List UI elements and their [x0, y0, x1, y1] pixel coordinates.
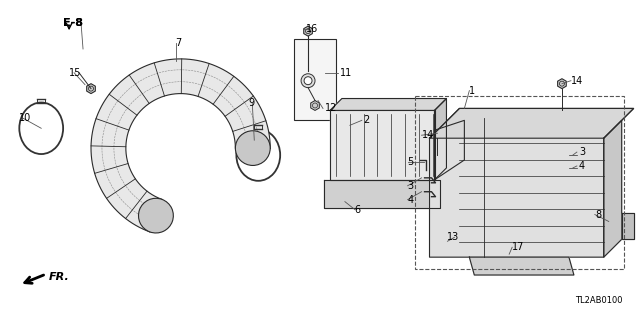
- Polygon shape: [91, 59, 270, 232]
- Text: FR.: FR.: [49, 272, 70, 282]
- Text: 14: 14: [422, 130, 434, 140]
- Text: 10: 10: [19, 113, 31, 124]
- Text: 15: 15: [69, 68, 81, 78]
- Bar: [415, 96, 623, 269]
- Polygon shape: [86, 84, 95, 93]
- Text: 7: 7: [175, 38, 182, 48]
- Text: 9: 9: [248, 99, 255, 108]
- Text: E-8: E-8: [63, 18, 83, 28]
- Ellipse shape: [236, 131, 270, 165]
- Text: 13: 13: [447, 232, 460, 242]
- Text: 12: 12: [325, 103, 337, 114]
- Text: 2: 2: [363, 115, 369, 125]
- Text: 17: 17: [512, 242, 525, 252]
- Polygon shape: [330, 110, 435, 180]
- Polygon shape: [304, 26, 312, 36]
- Text: 4: 4: [408, 195, 413, 205]
- Circle shape: [304, 77, 312, 85]
- Bar: [294, 39, 336, 120]
- Ellipse shape: [138, 198, 173, 233]
- Text: 11: 11: [340, 68, 352, 78]
- Text: 1: 1: [469, 86, 476, 96]
- Polygon shape: [324, 180, 440, 208]
- Polygon shape: [621, 212, 634, 239]
- Circle shape: [444, 238, 451, 244]
- Polygon shape: [433, 128, 442, 138]
- Polygon shape: [469, 257, 574, 275]
- Polygon shape: [330, 99, 447, 110]
- Text: 8: 8: [596, 210, 602, 220]
- Polygon shape: [310, 100, 319, 110]
- Text: 16: 16: [306, 24, 318, 34]
- Text: 14: 14: [571, 76, 583, 86]
- Text: 5: 5: [408, 157, 414, 167]
- Circle shape: [301, 74, 315, 88]
- Polygon shape: [435, 120, 465, 180]
- Text: 6: 6: [355, 204, 361, 215]
- Polygon shape: [429, 108, 634, 257]
- Text: E-8: E-8: [63, 18, 83, 28]
- Polygon shape: [571, 152, 577, 158]
- Text: 4: 4: [579, 161, 585, 171]
- Polygon shape: [604, 120, 621, 257]
- Polygon shape: [571, 164, 577, 172]
- Polygon shape: [435, 99, 447, 180]
- Text: 3: 3: [408, 181, 413, 191]
- Polygon shape: [557, 79, 566, 89]
- Text: TL2AB0100: TL2AB0100: [575, 296, 622, 305]
- Circle shape: [442, 235, 453, 247]
- Text: 3: 3: [579, 147, 585, 157]
- Polygon shape: [429, 108, 634, 138]
